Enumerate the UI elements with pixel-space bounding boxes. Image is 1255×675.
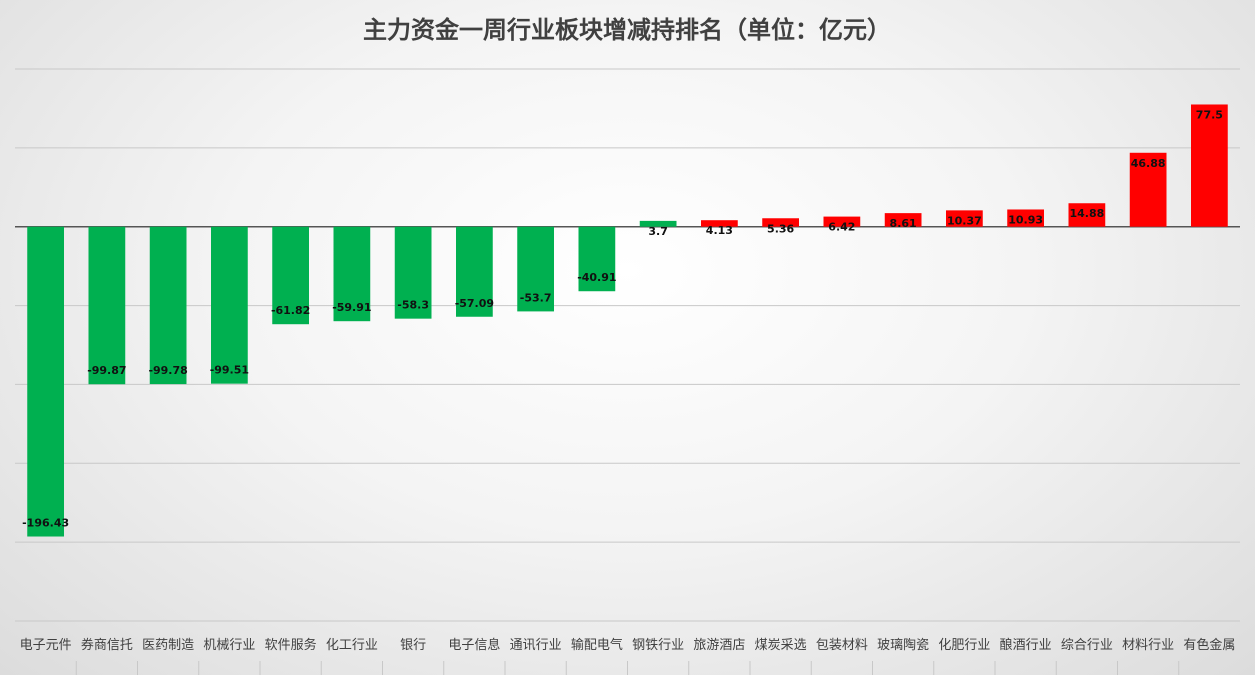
data-label: 46.88 (1131, 157, 1166, 170)
category-label: 化肥行业 (938, 638, 990, 653)
category-label: 通讯行业 (510, 638, 562, 653)
gridlines (15, 68, 1240, 622)
category-labels: 电子元件 券商信托 医药制造 机械行业 软件服务 化工行业 银行 电子信息 通讯行业 输配电气 钢铁… (20, 637, 1236, 653)
bar (762, 218, 799, 227)
bar (1068, 203, 1106, 227)
data-label: 77.5 (1196, 108, 1223, 121)
bar (639, 220, 677, 227)
category-label: 玻璃陶瓷 (877, 637, 929, 653)
bar (823, 216, 861, 227)
bar (333, 226, 371, 322)
bar (394, 226, 432, 319)
bar (456, 226, 493, 317)
bar (1007, 209, 1044, 227)
category-label: 银行 (400, 638, 426, 653)
bar (578, 226, 616, 292)
category-label: 有色金属 (1183, 637, 1235, 653)
data-label: 14.88 (1069, 207, 1104, 220)
bar (1129, 152, 1167, 227)
bars (27, 104, 1228, 537)
category-label: 软件服务 (265, 637, 317, 653)
category-label: 材料行业 (1122, 638, 1174, 653)
data-label: 4.13 (706, 224, 733, 237)
data-label: 5.36 (767, 222, 794, 235)
category-ticks (75, 661, 1180, 675)
category-label: 煤炭采选 (755, 638, 807, 653)
data-label: 8.61 (890, 217, 917, 230)
data-label: -57.09 (455, 297, 494, 310)
bar (884, 213, 922, 227)
category-label: 综合行业 (1061, 638, 1113, 653)
category-label: 电子信息 (448, 637, 500, 653)
data-label: -53.7 (520, 291, 552, 304)
category-label: 医药制造 (142, 638, 194, 653)
category-label: 化工行业 (326, 638, 378, 653)
category-label: 酿酒行业 (1000, 637, 1052, 653)
category-label: 钢铁行业 (632, 638, 684, 653)
data-label: -99.51 (210, 364, 249, 377)
category-label: 券商信托 (81, 637, 133, 653)
bar (517, 226, 554, 312)
category-label: 包装材料 (816, 638, 868, 653)
bar (701, 220, 738, 227)
data-label: -99.87 (87, 364, 126, 377)
data-labels: -196.43 -99.87 -99.78 -99.51 -61.82 -59.91 -58… (22, 108, 1223, 529)
bar (88, 226, 126, 385)
data-label: -61.82 (271, 304, 310, 317)
data-label: 6.42 (828, 221, 855, 234)
data-label: 3.7 (648, 225, 668, 238)
data-label: -99.78 (148, 364, 187, 377)
bar (946, 210, 983, 227)
data-label: 10.93 (1008, 213, 1043, 226)
data-label: -40.91 (577, 271, 616, 284)
bar (272, 226, 309, 325)
bar (27, 226, 64, 537)
category-label: 旅游酒店 (693, 638, 745, 653)
chart-title: 主力资金一周行业板块增减持排名（单位：亿元） (363, 16, 891, 44)
data-label: -196.43 (22, 517, 69, 530)
bar (149, 226, 187, 385)
bar (211, 226, 248, 384)
data-label: -59.91 (332, 301, 371, 314)
bar (1191, 104, 1228, 227)
category-label: 输配电气 (571, 637, 623, 653)
data-label: -58.3 (397, 299, 429, 312)
data-label: 10.37 (947, 214, 982, 227)
category-label: 机械行业 (203, 638, 255, 653)
category-label: 电子元件 (20, 638, 72, 653)
